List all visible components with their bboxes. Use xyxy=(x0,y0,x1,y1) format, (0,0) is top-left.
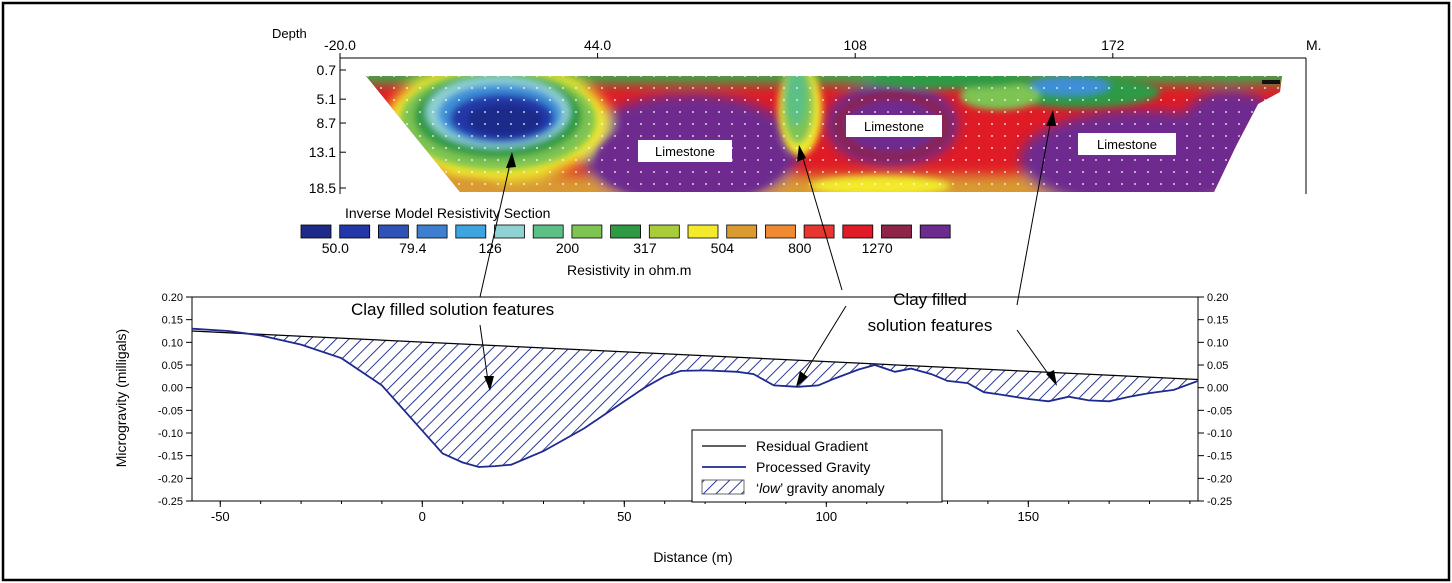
colorbar-swatch xyxy=(803,224,835,239)
section-x-ticks: -20.0 44.0 108 172 xyxy=(324,37,1125,58)
section-x-tick-label: 172 xyxy=(1101,37,1125,53)
colorbar-swatch xyxy=(300,224,332,239)
gravity-x-tick-label: 150 xyxy=(1017,509,1039,524)
section-x-unit: M. xyxy=(1306,37,1322,53)
legend-label-residual: Residual Gradient xyxy=(756,438,868,454)
legend-swatch-anomaly xyxy=(701,479,745,495)
gravity-y-tick-label-left: -0.25 xyxy=(158,496,183,508)
arrow-mid-up xyxy=(799,147,843,291)
annotation-clay-left: Clay filled solution features xyxy=(351,300,554,319)
colorbar-swatch xyxy=(919,224,951,239)
residual-gradient-line xyxy=(191,330,1199,381)
gravity-y-tick-label-right: 0.15 xyxy=(1207,315,1228,327)
annotations: Clay filled solution features Clay fille… xyxy=(351,110,1057,391)
gravity-x-tick-label: -50 xyxy=(211,509,230,524)
gravity-y-tick-label-left: 0.20 xyxy=(162,292,183,304)
gravity-y-tick-label-right: -0.20 xyxy=(1207,473,1232,485)
colorbar-swatch xyxy=(687,224,719,239)
gravity-y-tick-label-right: -0.05 xyxy=(1207,405,1232,417)
gravity-y-tick-label-left: 0.10 xyxy=(162,337,183,349)
colorbar-swatch xyxy=(610,224,641,239)
gravity-x-tick-label: 50 xyxy=(617,509,631,524)
colorbar-swatch xyxy=(842,224,874,239)
gravity-y-ticks-right: 0.20 0.15 0.10 0.05 0.00 -0.05 -0.10 -0.15 -0.20… xyxy=(1198,292,1232,508)
colorbar-tick-labels: 50.0 79.4 126 200 317 504 800 1270 xyxy=(322,240,893,256)
section-y-tick-label: 13.1 xyxy=(309,144,336,160)
colorbar-tick-label: 200 xyxy=(556,240,580,256)
colorbar-swatch xyxy=(377,224,409,239)
colorbar-tick-label: 1270 xyxy=(862,240,893,256)
gravity-y-tick-label-left: 0.15 xyxy=(162,315,183,327)
gravity-y-tick-label-right: 0.20 xyxy=(1207,292,1228,304)
arrow-mid-down xyxy=(797,305,847,385)
gravity-y-tick-label-right: 0.00 xyxy=(1207,383,1228,395)
colorbar-tick-label: 800 xyxy=(788,240,812,256)
section-y-ticks: 0.7 5.1 8.7 13.1 18.5 xyxy=(309,62,346,196)
gravity-y-tick-label-right: -0.15 xyxy=(1207,451,1232,463)
gravity-y-tick-label-left: 0.05 xyxy=(162,360,183,372)
gravity-y-label: Microgravity (milligals) xyxy=(113,329,129,467)
gravity-x-ticks: -50 0 50 100 150 xyxy=(211,501,1191,524)
legend: Residual Gradient Processed Gravity ‘low… xyxy=(691,429,943,503)
low-gravity-anomaly-area xyxy=(192,331,1198,467)
limestone-label-2: Limestone xyxy=(846,115,942,137)
gravity-y-tick-label-right: -0.10 xyxy=(1207,428,1232,440)
annotation-clay-right-line1: Clay filled xyxy=(893,290,967,309)
gravity-y-tick-label-left: 0.00 xyxy=(162,383,183,395)
section-y-tick-label: 0.7 xyxy=(317,62,337,78)
colorbar-swatch xyxy=(571,224,603,239)
legend-label-processed: Processed Gravity xyxy=(756,459,870,475)
arrow-left-up xyxy=(479,154,513,298)
colorbar-tick-label: 79.4 xyxy=(399,240,426,256)
colorbar-tick-label: 50.0 xyxy=(322,240,349,256)
colorbar-swatch xyxy=(532,224,564,239)
gravity-x-label: Distance (m) xyxy=(653,549,732,565)
gravity-y-tick-label-left: -0.10 xyxy=(158,428,183,440)
gravity-y-tick-label-right: 0.05 xyxy=(1207,360,1228,372)
colorbar xyxy=(300,224,951,239)
colorbar-tick-label: 504 xyxy=(711,240,735,256)
svg-text:Limestone: Limestone xyxy=(655,144,715,159)
processed-gravity-line xyxy=(191,327,1199,468)
svg-text:Limestone: Limestone xyxy=(864,119,924,134)
colorbar-swatch xyxy=(881,224,912,239)
colorbar-swatch xyxy=(494,224,525,239)
colorbar-swatch xyxy=(455,224,487,239)
colorbar-swatch xyxy=(726,224,758,239)
section-x-tick-label: -20.0 xyxy=(324,37,356,53)
legend-label-anomaly: ‘low’ gravity anomaly xyxy=(756,480,885,496)
gravity-y-tick-label-left: -0.20 xyxy=(158,473,183,485)
gravity-x-tick-label: 100 xyxy=(815,509,837,524)
section-y-tick-label: 8.7 xyxy=(317,115,337,131)
colorbar-swatch xyxy=(416,224,448,239)
gravity-y-tick-label-left: -0.05 xyxy=(158,405,183,417)
section-y-tick-label: 5.1 xyxy=(317,91,337,107)
annotation-clay-right-line2: solution features xyxy=(868,316,993,335)
gravity-y-tick-label-left: -0.15 xyxy=(158,451,183,463)
arrow-right-up xyxy=(1016,113,1053,306)
colorbar-swatch xyxy=(339,224,371,239)
colorbar-swatch xyxy=(648,224,680,239)
colorbar-unit-label: Resistivity in ohm.m xyxy=(567,262,691,278)
svg-text:Limestone: Limestone xyxy=(1097,137,1157,152)
colorbar-swatch xyxy=(765,224,796,239)
gravity-y-tick-label-right: -0.25 xyxy=(1207,496,1232,508)
gravity-plot: 0.20 0.15 0.10 0.05 0.00 -0.05 -0.10 -0.15 -0.20… xyxy=(113,292,1232,565)
section-y-label: Depth xyxy=(272,26,307,41)
section-x-tick-label: 44.0 xyxy=(584,37,611,53)
limestone-label-3: Limestone xyxy=(1078,133,1176,155)
colorbar-title: Inverse Model Resistivity Section xyxy=(345,205,550,221)
section-y-tick-label: 18.5 xyxy=(309,180,336,196)
gravity-x-tick-label: 0 xyxy=(419,509,426,524)
gravity-y-ticks-left: 0.20 0.15 0.10 0.05 0.00 -0.05 -0.10 -0.15 -0.20… xyxy=(158,292,192,508)
gravity-y-tick-label-right: 0.10 xyxy=(1207,337,1228,349)
limestone-label-1: Limestone xyxy=(638,140,732,162)
colorbar-tick-label: 126 xyxy=(478,240,502,256)
colorbar-tick-label: 317 xyxy=(633,240,657,256)
section-x-tick-label: 108 xyxy=(844,37,868,53)
